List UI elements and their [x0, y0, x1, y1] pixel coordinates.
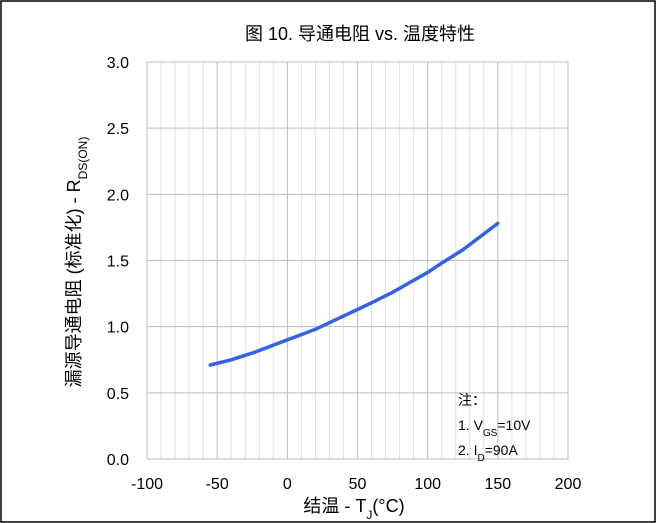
- notes-annotation: 注： 1. VGS=10V 2. ID=90A: [458, 392, 531, 464]
- note-line-2-sub: D: [477, 453, 484, 464]
- note-line-2: 2. ID=90A: [458, 442, 518, 464]
- x-axis-label-unit: (°C): [372, 496, 404, 516]
- y-tick-labels: 0.0 0.5 1.0 1.5 2.0 2.5 3.0: [107, 55, 129, 469]
- series-line: [208, 221, 500, 367]
- note-line-1-sub: GS: [483, 428, 498, 439]
- y-tick-label: 2.5: [107, 121, 129, 138]
- note-line-2-prefix: 2. I: [458, 442, 477, 458]
- y-tick-label: 0.5: [107, 386, 129, 403]
- note-line-1-suffix: =10V: [497, 417, 531, 433]
- x-tick-label: 0: [283, 476, 292, 493]
- x-axis-label-main: 结温 - T: [303, 496, 366, 516]
- x-tick-label: -50: [206, 476, 229, 493]
- series-group: [208, 221, 500, 367]
- x-tick-label: -100: [131, 476, 163, 493]
- chart-title: 图 10. 导通电阻 vs. 温度特性: [245, 24, 475, 44]
- note-line-1: 1. VGS=10V: [458, 417, 531, 439]
- x-axis-label: 结温 - TJ(°C): [303, 496, 404, 522]
- x-tick-label: 200: [555, 476, 582, 493]
- y-axis-label-sub: DS(ON): [76, 137, 90, 180]
- x-axis-label-sub: J: [366, 508, 372, 522]
- notes-heading: 注：: [458, 392, 486, 408]
- y-axis-label: 漏源导通电阻 (标准化) - RDS(ON): [64, 137, 90, 388]
- x-tick-label: 150: [484, 476, 511, 493]
- grid: [146, 61, 569, 460]
- y-tick-label: 2.0: [107, 187, 129, 204]
- x-tick-label: 50: [349, 476, 367, 493]
- y-tick-label: 1.0: [107, 320, 129, 337]
- y-tick-label: 1.5: [107, 254, 129, 271]
- y-tick-label: 3.0: [107, 55, 129, 72]
- x-tick-label: 100: [414, 476, 441, 493]
- note-line-1-prefix: 1. V: [458, 417, 484, 433]
- y-axis-label-main: 漏源导通电阻 (标准化) - R: [64, 179, 84, 387]
- x-tick-labels: -100 -50 0 50 100 150 200: [131, 476, 581, 493]
- y-tick-label: 0.0: [107, 452, 129, 469]
- note-line-2-suffix: =90A: [485, 442, 519, 458]
